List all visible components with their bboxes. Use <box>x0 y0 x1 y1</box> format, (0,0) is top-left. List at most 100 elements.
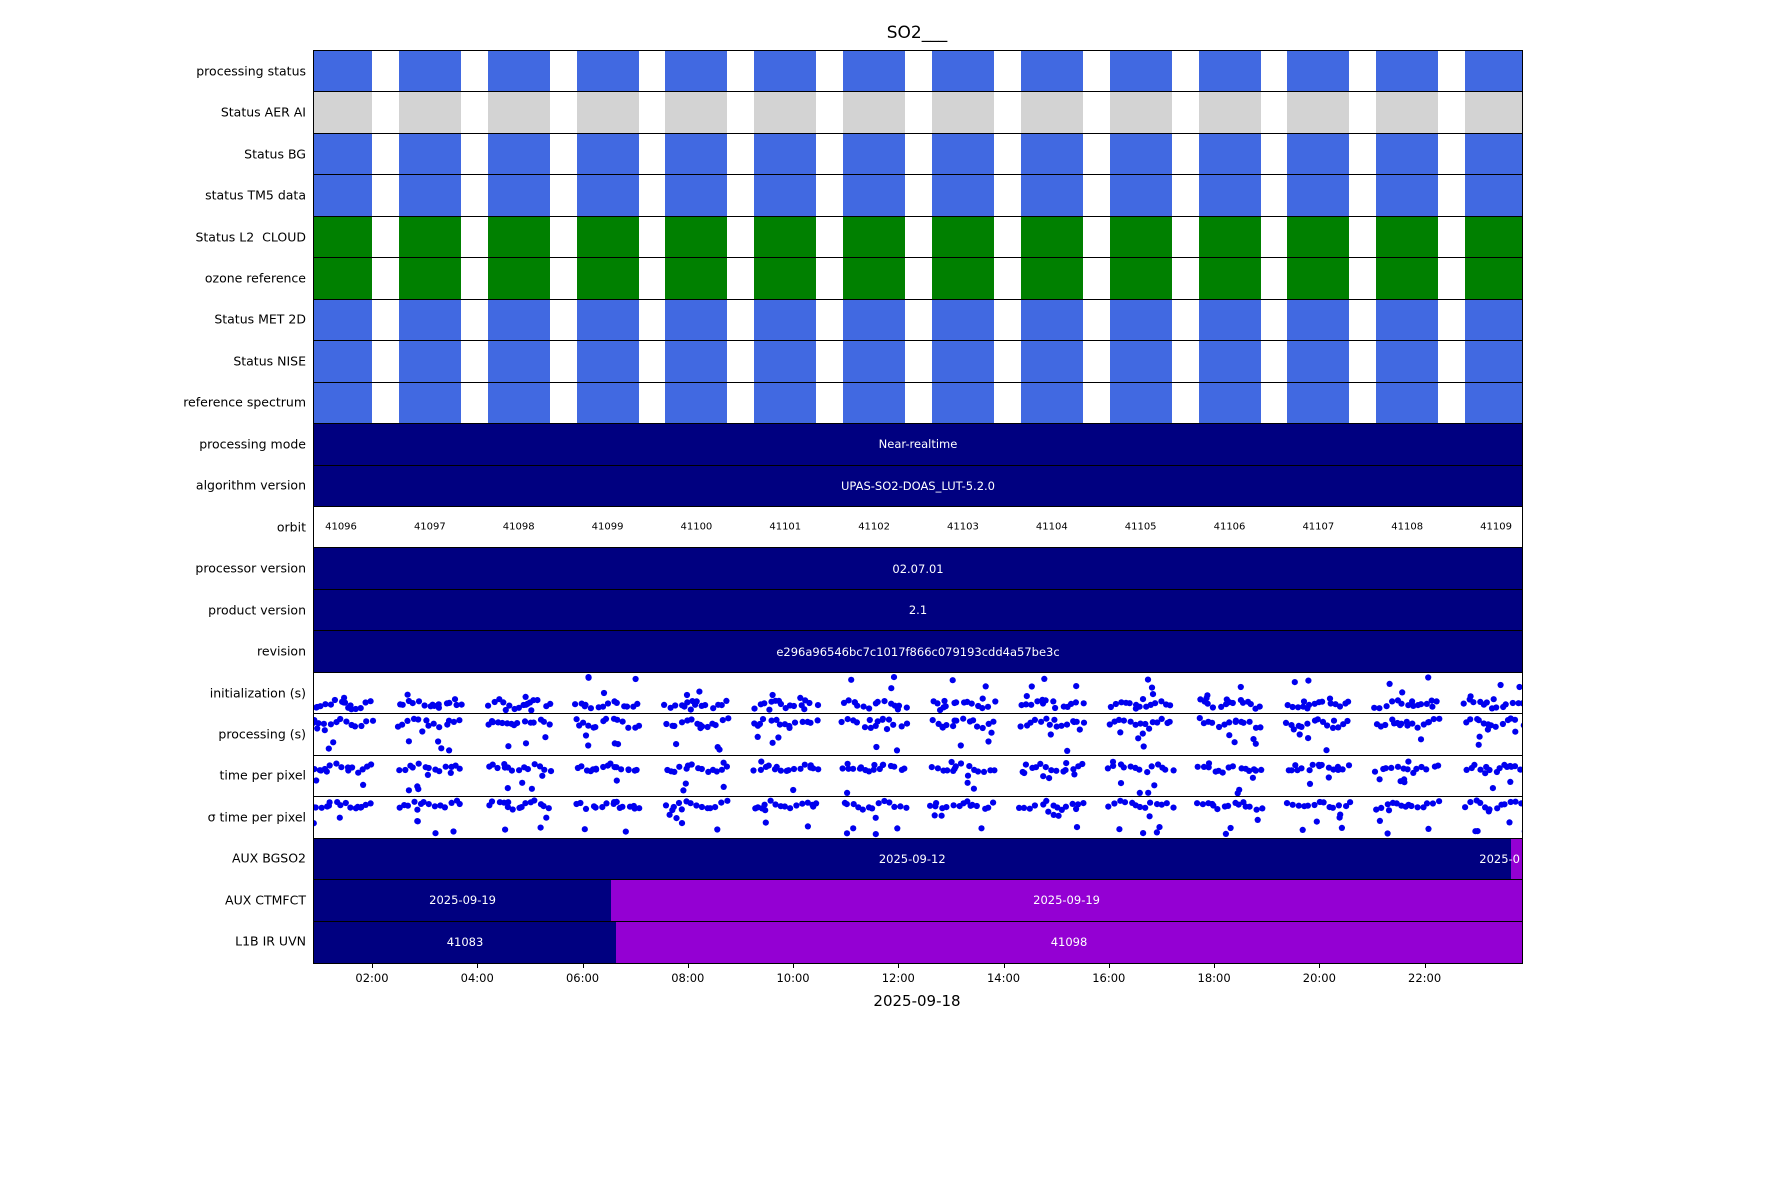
status-bar <box>398 175 461 216</box>
status-bar <box>398 258 461 299</box>
status-bar <box>1198 216 1261 258</box>
status-bar <box>1287 133 1350 175</box>
status-bar <box>1020 299 1083 341</box>
x-axis-label: 2025-09-18 <box>873 992 961 1010</box>
status-bar <box>754 133 817 175</box>
status-bar <box>1109 382 1172 424</box>
status-bar <box>314 382 372 424</box>
status-bar <box>754 258 817 299</box>
row-label-status-aer-ai: Status AER AI <box>220 104 306 120</box>
status-bar <box>843 382 906 424</box>
row-status-nise <box>314 341 1522 383</box>
status-bar <box>576 175 639 216</box>
row-reference-spectrum <box>314 382 1522 425</box>
row-label-processor-version: processor version <box>195 560 306 576</box>
row-l1b-ir-uvn: 41083 41098 <box>314 921 1522 963</box>
row-label-status-l2-cloud: Status L2 CLOUD <box>195 229 306 245</box>
row-processing-s <box>314 714 1522 756</box>
x-tick-label: 08:00 <box>671 971 705 985</box>
orbit-number: 41101 <box>769 521 802 533</box>
status-bar <box>398 51 461 92</box>
orbit-number: 41096 <box>325 521 357 533</box>
segment: 2025-09-19 <box>611 880 1522 921</box>
status-bar <box>931 51 994 92</box>
status-bar <box>754 299 817 341</box>
status-bar <box>487 216 550 258</box>
status-bar <box>665 216 728 258</box>
row-label-processing-s: processing (s) <box>218 726 306 742</box>
status-bar <box>314 299 372 341</box>
status-bar <box>576 216 639 258</box>
status-bar <box>487 341 550 382</box>
row-value-processor-version: 02.07.01 <box>892 561 944 576</box>
orbit-number: 41105 <box>1124 521 1157 533</box>
status-bar <box>1198 341 1261 382</box>
row-label-reference-spectrum: reference spectrum <box>183 394 306 410</box>
row-status-l2-cloud <box>314 216 1522 259</box>
orbit-number: 41106 <box>1213 521 1246 533</box>
status-bar <box>576 382 639 424</box>
status-bar <box>665 382 728 424</box>
segment: 41098 <box>616 921 1522 963</box>
status-bar <box>1465 382 1522 424</box>
status-bar <box>665 258 728 299</box>
status-bar <box>843 133 906 175</box>
status-bar <box>1020 133 1083 175</box>
status-bar <box>1465 92 1522 133</box>
x-tick-label: 04:00 <box>460 971 494 985</box>
orbit-number: 41098 <box>502 521 535 533</box>
status-bar <box>487 133 550 175</box>
status-bar <box>1020 175 1083 216</box>
status-bar <box>1465 341 1522 382</box>
row-status-met-2d <box>314 299 1522 342</box>
orbit-number: 41109 <box>1480 521 1512 533</box>
row-value-revision: e296a96546bc7c1017f866c079193cdd4a57be3c <box>776 644 1060 659</box>
status-bar <box>1020 382 1083 424</box>
row-label-status-met-2d: Status MET 2D <box>214 311 306 327</box>
row-orbit: 41096 41097 41098 41099 41100 41101 41102 41103… <box>314 507 1522 549</box>
status-bar <box>1109 92 1172 133</box>
x-tick-label: 10:00 <box>776 971 810 985</box>
status-bar <box>314 92 372 133</box>
status-bar <box>843 258 906 299</box>
segment <box>1510 838 1522 880</box>
x-tick-mark <box>687 963 689 968</box>
status-bar <box>754 175 817 216</box>
status-bar <box>1376 175 1439 216</box>
status-bar <box>487 382 550 424</box>
x-tick-mark <box>1424 963 1426 968</box>
status-bar <box>1465 133 1522 175</box>
status-bar <box>1287 341 1350 382</box>
status-bar <box>754 92 817 133</box>
status-bar <box>576 258 639 299</box>
row-algorithm-version: UPAS-SO2-DOAS_LUT-5.2.0 <box>314 465 1522 507</box>
status-bar <box>1465 51 1522 92</box>
x-tick-mark <box>1319 963 1321 968</box>
status-bar <box>1198 92 1261 133</box>
status-bar <box>314 341 372 382</box>
status-bar <box>398 92 461 133</box>
row-label-status-tm5-data: status TM5 data <box>205 187 306 203</box>
status-bar <box>754 341 817 382</box>
status-bar <box>1198 299 1261 341</box>
segment: 2025-09-19 <box>314 880 612 921</box>
row-ozone-reference <box>314 258 1522 300</box>
chart-title: SO2___ <box>886 23 948 43</box>
x-tick-mark <box>582 963 584 968</box>
row-aux-bgso2: 2025-09-12 2025-0 <box>314 838 1522 881</box>
row-label-l1b-ir-uvn: L1B IR UVN <box>235 933 306 949</box>
row-time-per-pixel <box>314 755 1522 798</box>
status-bar <box>1020 341 1083 382</box>
status-bar <box>1376 216 1439 258</box>
status-bar <box>931 175 994 216</box>
orbit-number: 41103 <box>947 521 979 533</box>
status-bar <box>1376 299 1439 341</box>
plot-area: Near-realtime UPAS-SO2-DOAS_LUT-5.2.0 4109… <box>313 50 1523 964</box>
status-bar <box>398 133 461 175</box>
status-bar <box>576 299 639 341</box>
status-bar <box>1109 299 1172 341</box>
status-bar <box>843 341 906 382</box>
status-bar <box>931 258 994 299</box>
status-bar <box>576 92 639 133</box>
status-bar <box>931 216 994 258</box>
